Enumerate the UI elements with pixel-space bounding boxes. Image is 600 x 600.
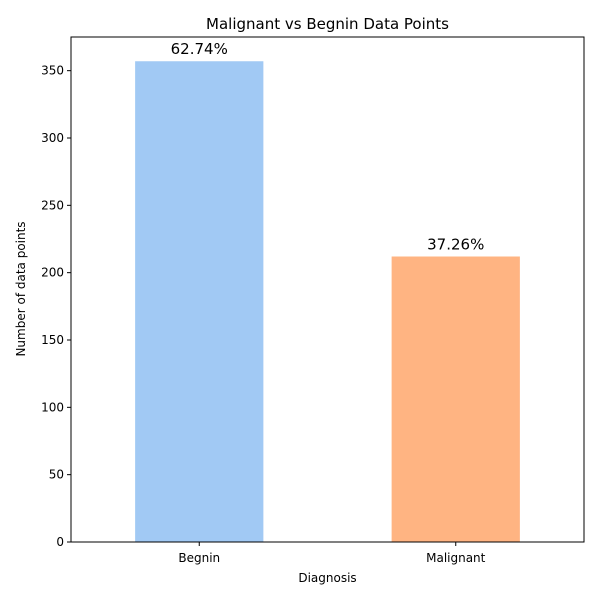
y-tick-label: 50 <box>49 468 64 482</box>
x-tick-label: Begnin <box>178 551 220 565</box>
data-label-begnin: 62.74% <box>171 40 228 58</box>
y-tick-label: 200 <box>41 266 64 280</box>
y-tick-label: 300 <box>41 131 64 145</box>
y-tick-label: 150 <box>41 333 64 347</box>
y-tick-label: 100 <box>41 400 64 414</box>
data-label-malignant: 37.26% <box>427 236 484 254</box>
y-tick-label: 0 <box>56 535 64 549</box>
plot-area: 62.74% 37.26% 0 50 100 150 200 250 300 350 Begnin M… <box>41 36 585 565</box>
y-tick-label: 250 <box>41 198 64 212</box>
x-axis-label: Diagnosis <box>298 571 356 585</box>
plot-frame <box>70 36 585 543</box>
chart-title: Malignant vs Begnin Data Points <box>206 15 449 33</box>
bar-malignant <box>391 256 520 542</box>
y-axis-label: Number of data points <box>14 221 28 356</box>
bar-begnin <box>135 61 264 543</box>
y-tick-label: 350 <box>41 64 64 78</box>
x-tick-label: Malignant <box>426 551 486 565</box>
